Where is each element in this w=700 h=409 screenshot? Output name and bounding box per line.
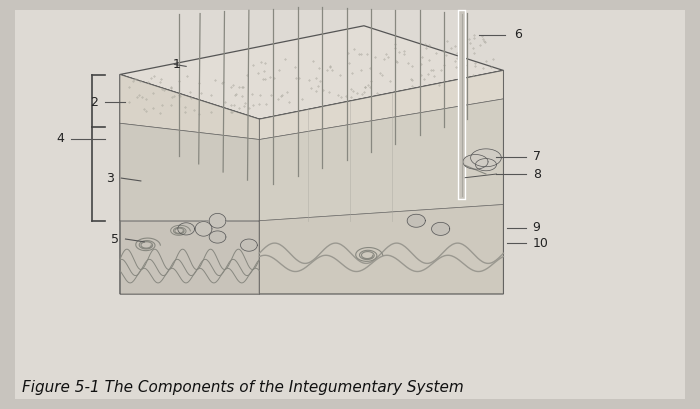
Polygon shape [260,70,503,294]
Text: 2: 2 [90,96,97,109]
Polygon shape [120,123,260,221]
Text: 3: 3 [106,172,114,184]
Text: 8: 8 [533,168,540,180]
Text: 7: 7 [533,150,540,163]
Text: Figure 5-1 The Components of the Integumentary System: Figure 5-1 The Components of the Integum… [22,380,464,396]
Polygon shape [241,239,258,251]
Polygon shape [463,155,488,169]
Polygon shape [120,74,260,294]
Polygon shape [209,231,226,243]
Polygon shape [120,221,260,294]
Text: 5: 5 [111,233,118,245]
Polygon shape [475,159,496,171]
Polygon shape [407,214,426,227]
Polygon shape [120,26,503,119]
Text: 10: 10 [533,236,549,249]
Polygon shape [178,223,195,235]
Polygon shape [470,149,501,167]
Polygon shape [432,222,449,235]
Polygon shape [195,222,212,236]
Text: 6: 6 [514,28,522,41]
Polygon shape [260,99,503,221]
Polygon shape [120,74,260,139]
Polygon shape [260,70,503,139]
Text: 4: 4 [56,132,64,145]
Text: 9: 9 [533,221,540,234]
Polygon shape [209,213,226,228]
Text: 1: 1 [172,58,180,71]
Polygon shape [260,204,503,294]
